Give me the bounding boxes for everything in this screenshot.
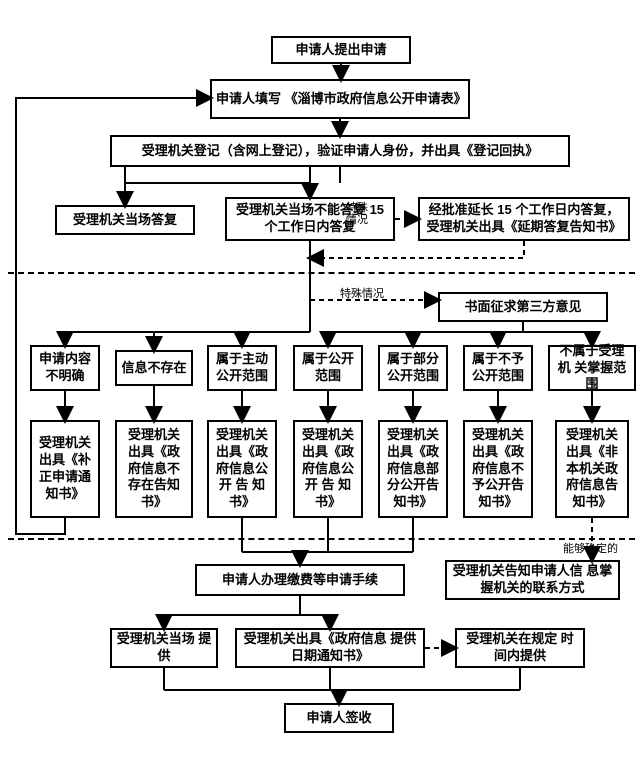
node-label: 申请内容 不明确 <box>36 351 94 385</box>
flow-node-r5a: 属于部分 公开范围 <box>378 345 448 391</box>
node-label: 受理机关登记（含网上登记），验证申请人身份，并出具《登记回执》 <box>142 143 539 160</box>
flow-node-n6: 经批准延长 15 个工作日内答复， 受理机关出具《延期答复告知书》 <box>418 197 630 241</box>
flow-node-r7a: 不属于受理机 关掌握范围 <box>548 345 636 391</box>
flow-node-r4b: 受理机关 出具《政 府信息公 开 告 知 书》 <box>293 420 363 518</box>
flow-node-r5b: 受理机关 出具《政 府信息部 分公开告 知书》 <box>378 420 448 518</box>
node-label: 不属于受理机 关掌握范围 <box>554 343 630 394</box>
node-label: 受理机关 出具《政 府信息不 予公开告 知书》 <box>469 427 527 511</box>
node-label: 受理机关当场 提供 <box>116 631 212 665</box>
node-label: 受理机关 出具《政 府信息公 开 告 知 书》 <box>213 427 271 511</box>
flow-node-n7: 书面征求第三方意见 <box>438 292 608 322</box>
flow-node-r2b: 受理机关 出具《政 府信息不 存在告知 书》 <box>115 420 193 518</box>
flow-node-n4: 受理机关当场答复 <box>55 205 195 235</box>
flow-node-r3b: 受理机关 出具《政 府信息公 开 告 知 书》 <box>207 420 277 518</box>
flow-node-r4a: 属于公开 范围 <box>293 345 363 391</box>
node-label: 属于公开 范围 <box>299 351 357 385</box>
node-label: 属于部分 公开范围 <box>384 351 442 385</box>
flow-node-n5: 受理机关当场不能答复 15 个工作日内答复 <box>225 197 395 241</box>
node-label: 受理机关 出具《政 府信息公 开 告 知 书》 <box>299 427 357 511</box>
node-label: 受理机关 出具《政 府信息部 分公开告 知书》 <box>384 427 442 511</box>
section-separator-1 <box>8 272 635 274</box>
flow-node-r1b: 受理机关 出具《补 正申请通 知书》 <box>30 420 100 518</box>
flow-node-b2: 受理机关告知申请人信 息掌握机关的联系方式 <box>445 560 620 600</box>
flow-node-n2: 申请人填写 《淄博市政府信息公开申请表》 <box>210 79 470 119</box>
node-label: 受理机关 出具《政 府信息不 存在告知 书》 <box>121 427 187 511</box>
node-label: 受理机关告知申请人信 息掌握机关的联系方式 <box>451 563 614 597</box>
flow-node-c3: 受理机关在规定 时间内提供 <box>455 628 585 668</box>
flow-node-c2: 受理机关出具《政府信息 提供日期通知书》 <box>235 628 425 668</box>
node-label: 属于主动 公开范围 <box>213 351 271 385</box>
node-label: 受理机关 出具《非 本机关政 府信息告 知书》 <box>561 427 623 511</box>
flow-node-r3a: 属于主动 公开范围 <box>207 345 277 391</box>
node-label: 书面征求第三方意见 <box>464 299 581 316</box>
flow-node-r2a: 信息不存在 <box>115 350 193 386</box>
node-label: 申请人签收 <box>306 710 371 727</box>
section-separator-2 <box>8 538 635 540</box>
flow-node-b1: 申请人办理缴费等申请手续 <box>195 564 405 596</box>
node-label: 申请人办理缴费等申请手续 <box>222 572 378 589</box>
node-label: 受理机关当场答复 <box>73 212 177 229</box>
flow-node-r1a: 申请内容 不明确 <box>30 345 100 391</box>
flow-node-c1: 受理机关当场 提供 <box>110 628 218 668</box>
flow-node-r7b: 受理机关 出具《非 本机关政 府信息告 知书》 <box>555 420 629 518</box>
node-label: 申请人填写 《淄博市政府信息公开申请表》 <box>216 91 464 108</box>
node-label: 经批准延长 15 个工作日内答复， 受理机关出具《延期答复告知书》 <box>424 202 624 236</box>
flow-node-n3: 受理机关登记（含网上登记），验证申请人身份，并出具《登记回执》 <box>110 135 570 167</box>
node-label: 受理机关在规定 时间内提供 <box>461 631 579 665</box>
flow-node-r6b: 受理机关 出具《政 府信息不 予公开告 知书》 <box>463 420 533 518</box>
edge-annotation: 特殊 情况 <box>346 202 368 226</box>
node-label: 受理机关出具《政府信息 提供日期通知书》 <box>241 631 419 665</box>
edge-annotation: 能够确定的 <box>563 543 618 555</box>
flow-node-r6a: 属于不予 公开范围 <box>463 345 533 391</box>
node-label: 信息不存在 <box>121 360 186 377</box>
node-label: 受理机关 出具《补 正申请通 知书》 <box>36 435 94 503</box>
node-label: 申请人提出申请 <box>295 42 386 59</box>
flow-node-n1: 申请人提出申请 <box>271 36 411 64</box>
edge-annotation: 特殊情况 <box>340 288 384 300</box>
node-label: 属于不予 公开范围 <box>469 351 527 385</box>
flow-node-end: 申请人签收 <box>284 703 394 733</box>
